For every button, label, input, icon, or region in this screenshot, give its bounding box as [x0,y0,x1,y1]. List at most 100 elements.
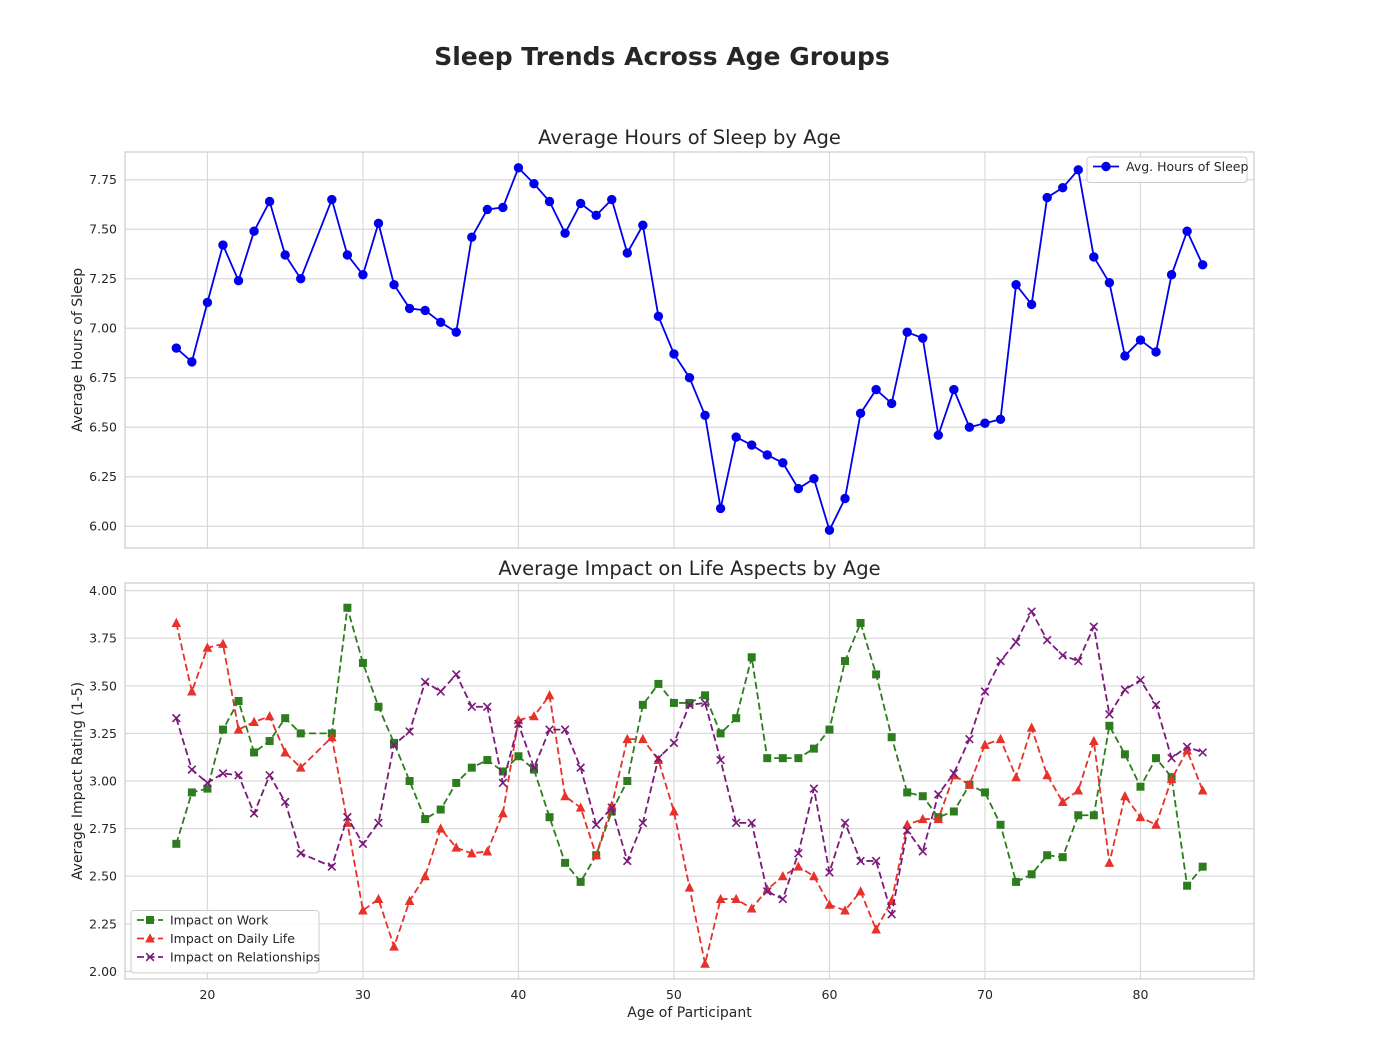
data-point [280,797,290,807]
data-point [1135,811,1146,822]
data-point [918,847,928,856]
data-point [172,839,181,848]
data-point [591,850,601,860]
data-point [669,806,679,816]
y-tick-label: 3.50 [89,678,117,693]
impact-panel: 2.00 2.25 2.50 2.75 3.00 3.25 3.50 3.75 4.00 20 30… [70,557,1255,1021]
data-point [793,483,804,494]
legend-box [130,910,320,974]
data-point [700,410,710,421]
data-point [1167,753,1176,763]
subplot-title: Average Impact on Life Aspects by Age [498,557,880,580]
data-point [1027,870,1036,879]
data-point [638,700,647,709]
data-point [824,899,835,909]
data-point [187,765,197,774]
data-point [280,250,290,260]
data-point [233,276,244,286]
data-point [980,687,990,696]
data-point [575,198,586,209]
data-point [917,813,928,824]
legend: Avg. Hours of Sleep [1086,156,1249,183]
legend-label: Impact on Relationships [170,950,320,965]
data-point [855,886,866,896]
y-tick-label: 2.25 [89,916,117,931]
data-point [654,679,663,688]
data-point [732,714,741,723]
data-point [1058,650,1068,660]
data-point [436,687,446,696]
x-tick-label: 40 [510,987,526,1002]
data-point [1042,770,1052,780]
data-point [964,422,975,432]
data-point [389,279,399,290]
legend-item: Avg. Hours of Sleep [1093,159,1249,174]
data-point [296,274,306,284]
y-tick-label: 6.00 [89,519,117,534]
data-point [1089,252,1099,262]
subplot-title: Average Hours of Sleep by Age [538,126,841,149]
y-tick-label: 7.75 [89,172,117,187]
data-point [1198,862,1207,871]
data-point [1151,347,1161,357]
data-point [949,807,958,816]
legend-label: Impact on Work [170,913,269,928]
data-point [466,848,477,858]
data-point [856,856,865,866]
data-point [374,818,383,828]
data-point [1152,754,1161,763]
data-point [1011,637,1021,647]
data-point [280,747,290,757]
data-point [591,820,601,830]
data-point [1073,785,1084,795]
data-point [778,894,788,904]
data-point [405,727,414,736]
data-point [824,525,835,535]
data-point [1120,791,1130,801]
data-point [809,870,819,881]
data-point [591,210,601,221]
data-point [452,778,461,787]
data-point [684,373,695,383]
x-tick-label: 80 [1133,987,1149,1002]
data-point [187,357,197,367]
data-point [794,754,803,763]
data-point [1027,607,1036,616]
data-point [264,196,275,207]
data-point [1120,685,1130,694]
data-point [995,733,1006,744]
data-point [358,839,368,849]
data-point [373,218,384,228]
data-point [1105,709,1114,719]
data-point [529,765,538,774]
data-point [187,686,197,696]
data-point [996,820,1005,829]
data-point [778,458,788,468]
data-point [995,414,1006,424]
y-tick-label: 2.50 [89,869,117,884]
data-point [420,305,430,316]
series-avg-hours-of-sleep [171,163,1208,535]
data-point [716,755,725,765]
data-point [871,856,881,866]
x-tick-label: 60 [822,987,838,1002]
data-point [1120,351,1130,361]
legend: Impact on Work Impact on Daily Life Impact… [130,910,320,974]
data-point [389,941,399,951]
data-point [871,384,881,395]
data-point [1136,675,1145,685]
data-point [296,848,306,858]
data-point [544,196,555,207]
data-point [700,698,710,708]
data-point [1104,857,1115,867]
sleep-hours-panel: 6.00 6.25 6.50 6.75 7.00 7.25 7.50 7.75 Average … [70,126,1255,549]
data-point [606,800,617,810]
data-point [1073,656,1083,666]
y-tick-label: 7.25 [89,271,117,286]
data-point [793,861,804,871]
data-point [1166,270,1177,280]
data-point [451,327,461,337]
data-point [203,778,212,788]
y-tick-label: 6.75 [89,370,117,385]
y-tick-label: 2.00 [89,964,117,979]
